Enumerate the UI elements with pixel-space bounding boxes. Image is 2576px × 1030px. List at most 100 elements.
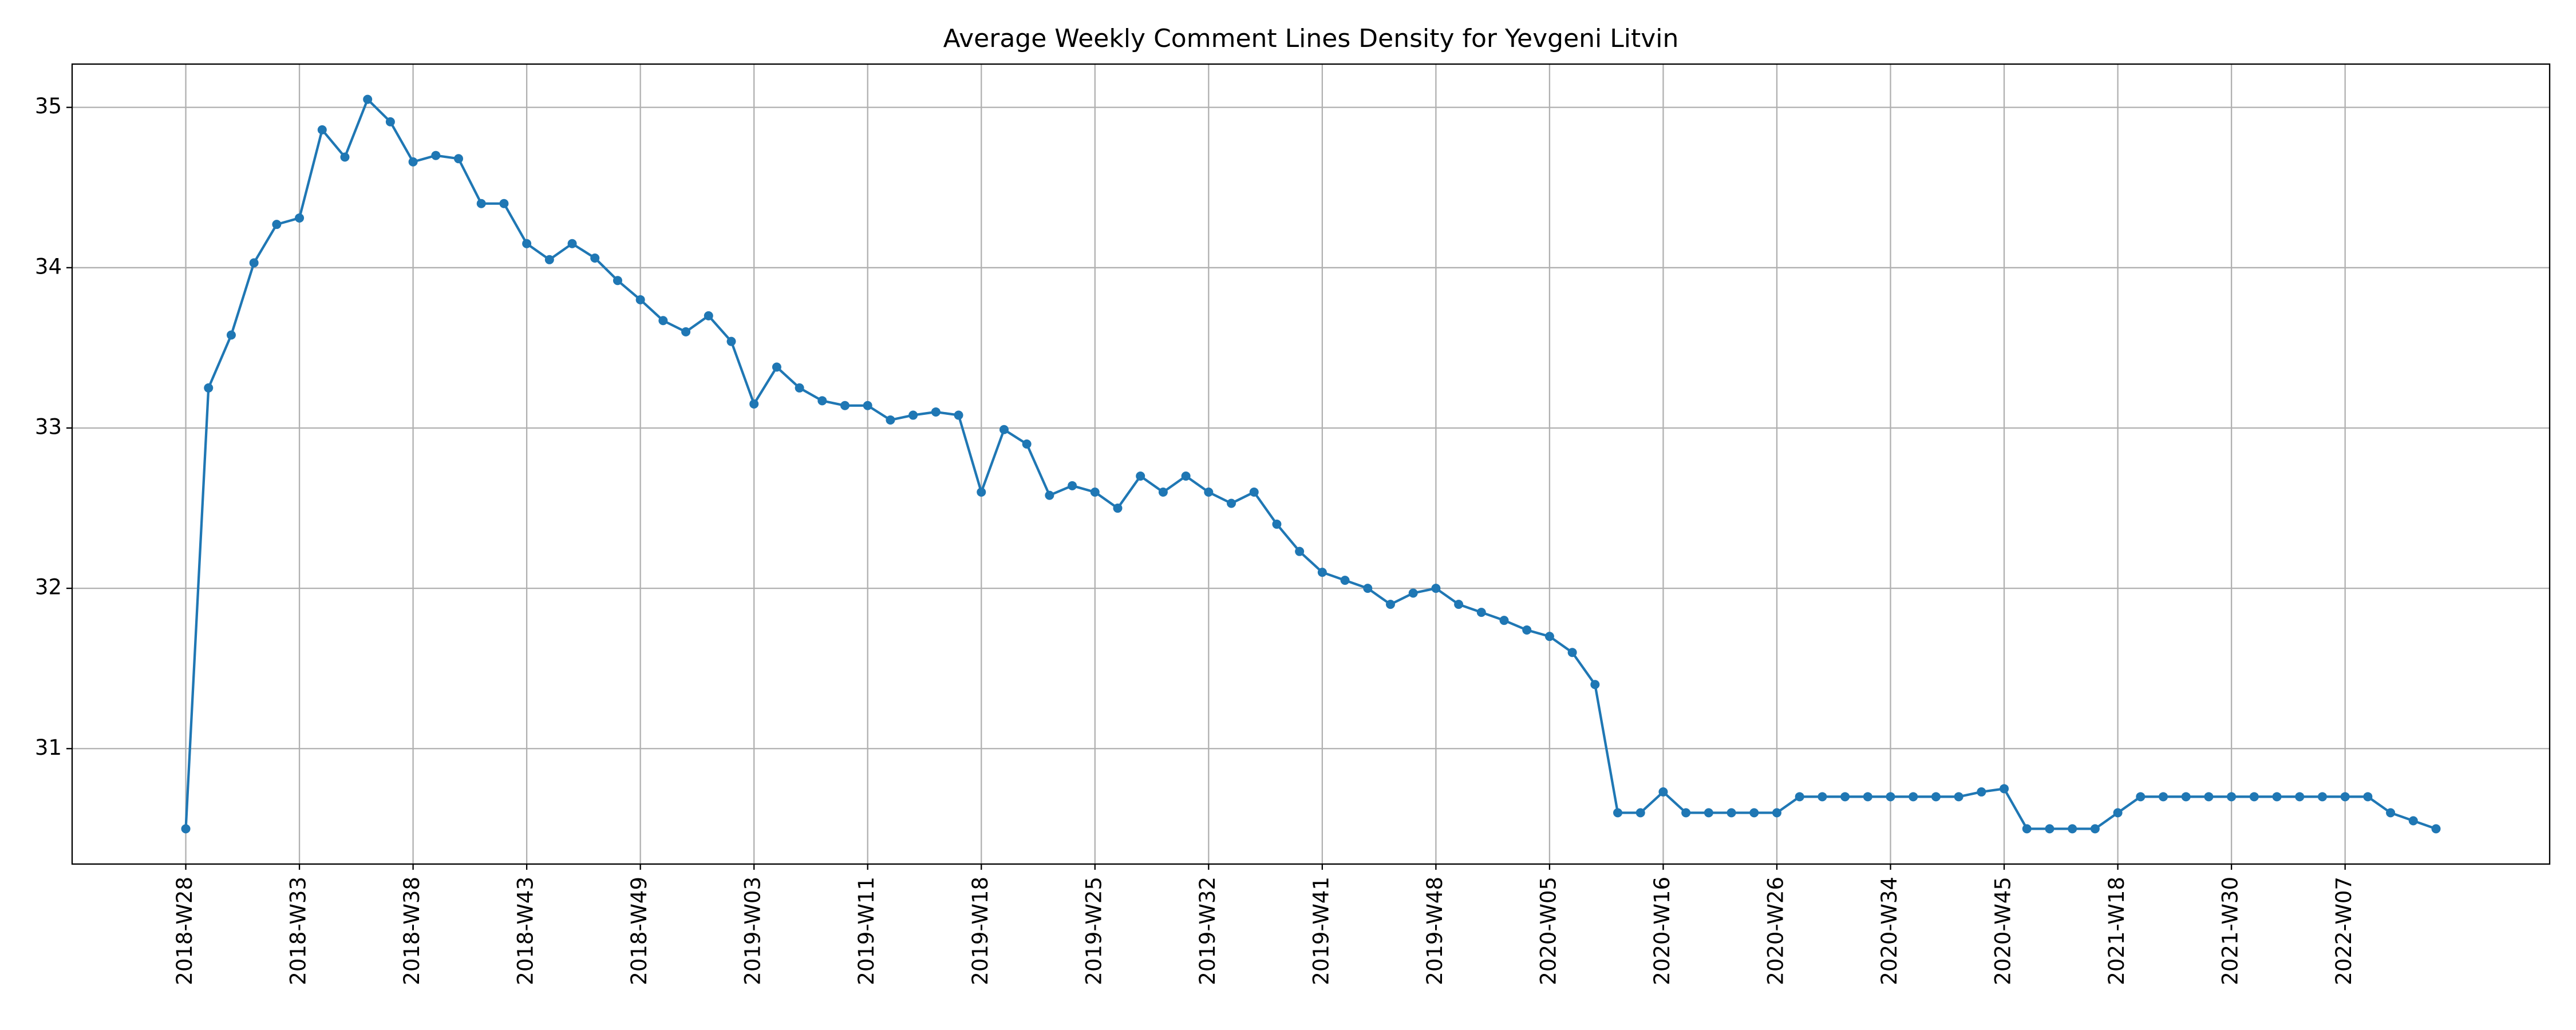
point	[772, 362, 781, 372]
point	[1658, 787, 1668, 797]
point	[635, 295, 645, 304]
point	[1090, 488, 1100, 497]
point	[2045, 824, 2055, 834]
point	[1340, 576, 1350, 585]
point	[1068, 481, 1077, 490]
line	[184, 97, 2437, 830]
y-tick-label: 34	[35, 254, 62, 279]
x-tick-label: 2018-W49	[627, 877, 651, 985]
point	[1613, 808, 1623, 818]
point	[2340, 792, 2350, 802]
point	[2158, 792, 2168, 802]
point	[2181, 792, 2191, 802]
point	[999, 425, 1009, 434]
point	[476, 199, 486, 208]
point	[2363, 792, 2373, 802]
point	[658, 316, 668, 326]
point	[886, 415, 895, 425]
y-tick-label: 33	[35, 414, 62, 439]
x-tick-label: 2020-W26	[1763, 877, 1788, 985]
point	[1931, 792, 1941, 802]
point	[340, 152, 350, 162]
point	[2317, 792, 2327, 802]
point	[1476, 608, 1486, 617]
point	[431, 150, 441, 160]
point	[2068, 824, 2077, 834]
point	[1249, 488, 1259, 497]
point	[1227, 498, 1236, 508]
point	[2136, 792, 2146, 802]
x-tick-label: 2019-W48	[1423, 877, 1447, 985]
point	[1454, 600, 1464, 609]
point	[726, 336, 736, 346]
point	[1499, 616, 1509, 625]
x-tick-label: 2022-W07	[2332, 877, 2356, 985]
point	[681, 327, 691, 336]
point	[1749, 808, 1759, 818]
point	[749, 399, 759, 409]
x-tick-label: 2020-W16	[1650, 877, 1674, 985]
point	[2000, 784, 2009, 794]
y-tick-label: 31	[35, 735, 62, 760]
x-tick-label: 2018-W33	[286, 877, 311, 985]
point	[204, 383, 214, 393]
x-tick-label: 2018-W43	[513, 877, 538, 985]
point	[1544, 632, 1554, 641]
point	[544, 255, 554, 264]
x-tick-label: 2021-W30	[2218, 877, 2243, 985]
point	[1181, 472, 1191, 481]
point	[1317, 568, 1327, 577]
point	[704, 311, 713, 320]
point	[1363, 584, 1373, 593]
point	[1022, 439, 1032, 449]
point	[1158, 488, 1168, 497]
point	[454, 154, 464, 164]
point	[2386, 808, 2396, 818]
point	[954, 410, 963, 420]
point	[1590, 680, 1600, 690]
plot-frame	[71, 63, 2551, 865]
point	[2408, 816, 2418, 826]
point	[226, 330, 236, 340]
point	[931, 407, 941, 417]
point	[1704, 808, 1713, 818]
point	[1204, 488, 1214, 497]
y-tick-label: 35	[35, 94, 62, 118]
point	[2227, 792, 2237, 802]
point	[977, 488, 986, 497]
point	[2249, 792, 2259, 802]
point	[567, 239, 577, 248]
point	[249, 258, 259, 268]
point	[817, 396, 827, 406]
x-tick-label: 2018-W28	[172, 877, 197, 985]
x-tick-label: 2018-W38	[400, 877, 424, 985]
point	[1408, 588, 1418, 598]
x-tick-label: 2019-W32	[1195, 877, 1220, 985]
point	[1863, 792, 1872, 802]
point	[2431, 824, 2441, 834]
point	[2272, 792, 2282, 802]
point	[863, 401, 872, 410]
point	[272, 220, 282, 229]
point	[1795, 792, 1804, 802]
point	[1431, 584, 1441, 593]
y-tick-label: 32	[35, 575, 62, 600]
x-tick-label: 2021-W18	[2104, 877, 2129, 985]
point	[522, 239, 532, 248]
point	[1113, 504, 1123, 513]
point	[908, 410, 918, 420]
point	[1385, 600, 1395, 609]
point	[1272, 520, 1282, 529]
point	[2204, 792, 2214, 802]
point	[1726, 808, 1736, 818]
point	[317, 125, 327, 134]
x-tick-label: 2019-W03	[741, 877, 765, 985]
point	[1567, 648, 1577, 657]
point	[1136, 472, 1145, 481]
x-tick-label: 2020-W34	[1877, 877, 1902, 985]
x-tick-label: 2020-W05	[1536, 877, 1560, 985]
point	[2295, 792, 2305, 802]
x-tick-label: 2019-W25	[1081, 877, 1106, 985]
point	[1840, 792, 1850, 802]
x-tick-label: 2020-W45	[1991, 877, 2016, 985]
